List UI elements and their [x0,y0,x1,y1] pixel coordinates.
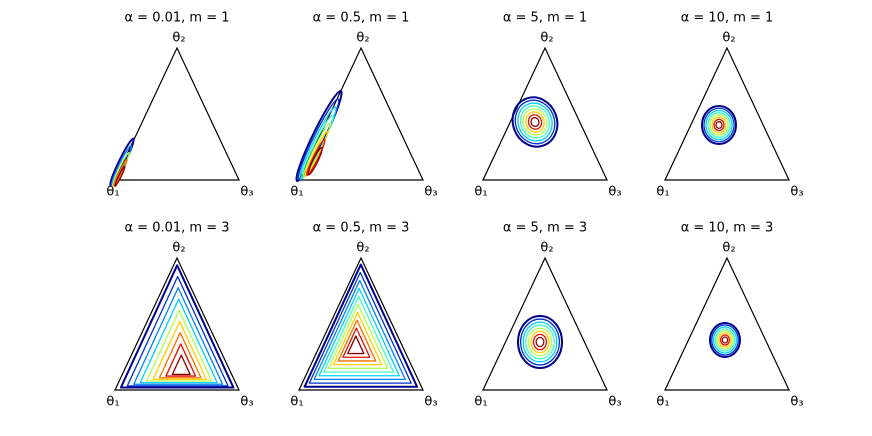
contour [721,336,729,344]
contour [332,311,383,366]
panel-title: α = 0.01, m = 1 [124,11,229,26]
contour [522,108,548,136]
contour [139,298,218,384]
contour [535,336,545,348]
contour [525,324,555,360]
contour [517,315,563,369]
vertex-label: θ₁ [474,395,487,410]
panel-title: α = 0.01, m = 3 [124,221,229,236]
contour [712,326,738,354]
contour [342,327,371,358]
contour [126,275,229,387]
contour [308,271,412,384]
contour [113,158,128,187]
contour [347,335,365,355]
contour [714,328,736,352]
contour [715,120,723,130]
panel-title: α = 0.5, m = 1 [313,11,410,26]
contour [114,165,126,187]
panel-title: α = 0.5, m = 3 [313,221,410,236]
contour [705,109,733,141]
vertex-label: θ₁ [474,185,487,200]
simplex [482,46,608,181]
vertex-label: θ₁ [106,185,119,200]
vertex-label: θ₂ [356,31,369,46]
simplex [114,256,240,391]
contour [337,319,377,362]
contour [703,107,735,143]
contour [323,295,395,373]
contour [716,330,734,350]
contour [522,321,558,363]
vertex-label: θ₃ [424,395,437,410]
contour [525,111,545,133]
contour [307,146,323,176]
vertex-label: θ₃ [608,185,621,200]
contour [158,332,202,379]
simplex [298,46,424,181]
contour [709,322,741,358]
contour [517,102,553,142]
contour [707,112,731,138]
contour [711,324,739,356]
vertex-label: θ₂ [356,241,369,256]
contour [165,343,197,377]
contour [306,138,326,177]
vertex-label: θ₂ [722,31,735,46]
contour [152,320,208,381]
vertex-label: θ₃ [424,185,437,200]
contour [519,105,551,139]
panel-title: α = 10, m = 1 [681,11,774,26]
simplex [298,256,424,391]
contour [519,318,561,366]
vertex-label: θ₃ [240,395,253,410]
contour [718,332,732,348]
vertex-label: θ₁ [656,185,669,200]
contour [145,309,213,382]
contour [527,114,543,130]
contour [133,287,224,385]
contour [527,327,553,357]
simplex [664,256,790,391]
vertex-label: θ₂ [722,241,735,256]
vertex-label: θ₃ [608,395,621,410]
contour [701,105,737,145]
contour [709,114,729,136]
simplex [664,46,790,181]
contour [530,116,540,128]
contour [511,96,559,148]
contour [713,118,725,132]
panel-title: α = 10, m = 3 [681,221,774,236]
panel-title: α = 5, m = 3 [503,221,587,236]
vertex-label: θ₂ [172,241,185,256]
contour [514,99,556,145]
vertex-label: θ₁ [290,185,303,200]
contour [719,334,731,346]
vertex-label: θ₃ [240,185,253,200]
vertex-label: θ₂ [540,31,553,46]
vertex-label: θ₂ [172,31,185,46]
contour [711,116,727,134]
contour [530,330,550,354]
vertex-label: θ₁ [290,395,303,410]
vertex-label: θ₂ [540,241,553,256]
vertex-label: θ₁ [656,395,669,410]
simplex [114,46,240,181]
contour [532,333,548,351]
contour [304,130,329,178]
vertex-label: θ₃ [790,395,803,410]
panel-title: α = 5, m = 1 [503,11,587,26]
vertex-label: θ₃ [790,185,803,200]
contour [318,287,400,377]
contour [119,264,235,389]
simplex [482,256,608,391]
contour [171,354,191,376]
contour [313,279,406,381]
contour [303,263,419,388]
vertex-label: θ₁ [106,395,119,410]
contour [327,303,389,369]
